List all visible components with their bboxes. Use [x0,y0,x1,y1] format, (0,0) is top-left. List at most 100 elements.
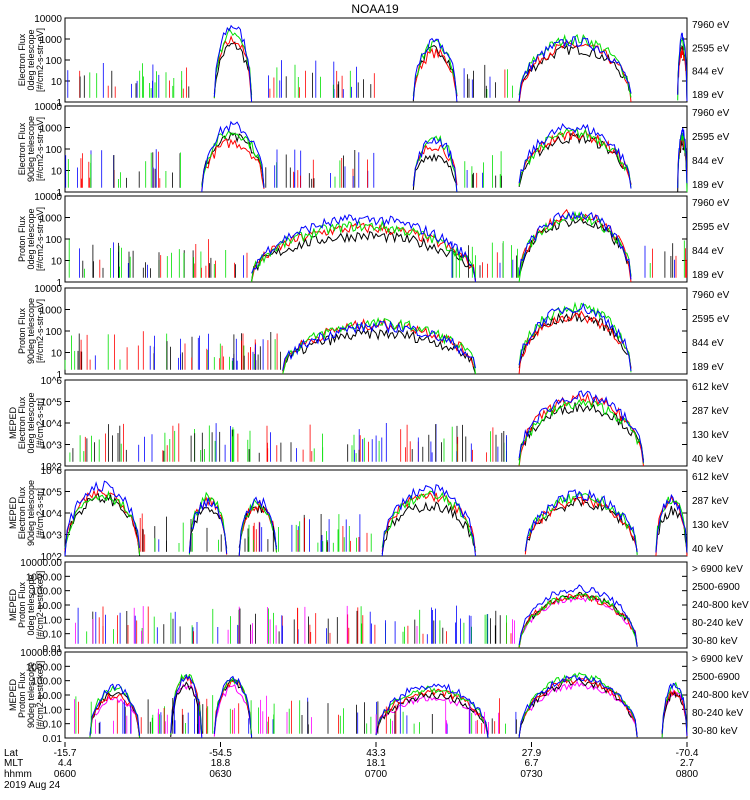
legend-entry: 189 eV [692,362,724,373]
ylabel-line: [#/cm2-s-str-keV] [35,571,45,640]
series-line [518,40,632,103]
ytick-label: 10^3 [41,531,63,542]
ytick-label: 100 [45,56,62,67]
ylabel-line: 0deg telescope [26,208,36,269]
ylabel-line: Electron Flux [17,33,27,86]
legend-entry: 2595 eV [692,132,730,143]
series-line [213,24,253,103]
xtick-mlt: 6.7 [525,758,539,769]
legend-entry: 189 eV [692,270,724,281]
legend-entry: 2500-6900 [692,672,740,683]
panel-frame [64,469,688,557]
ytick-label: 10 [51,167,63,178]
series-line [89,691,141,739]
series-line [64,490,141,556]
ytick-label: 10000 [34,102,62,113]
series-line [412,153,458,190]
panel-8: 0.01 0.10 1.00 10.00 100.00 1000.00 10000.00 ME… [8,648,749,745]
ylabel-line: Electron Flux [17,396,27,449]
series-line [518,676,638,739]
series-line [213,27,253,99]
ytick-label: 10000.00 [20,648,62,659]
ytick-label: 10 [51,349,63,360]
legend-entry: 7960 eV [692,290,730,301]
ytick-label: 10000 [34,14,62,25]
legend-entry: 80-240 keV [692,708,743,719]
ytick-label: 0.10 [43,720,63,731]
ytick-label: 100 [45,235,62,246]
ytick-label: 1000.00 [26,662,63,673]
ytick-label: 1 [56,370,62,381]
series-line [213,35,253,101]
series-line [518,592,638,649]
panel-3: 1 10 100 1000 10000 Proton Flux 0deg telescope… [17,192,730,289]
xtick-hhmm: 0600 [54,769,77,780]
xtick-hhmm: 0700 [365,769,388,780]
ylabel-line: 90deg telescope [26,480,36,546]
series-line [518,123,632,189]
legend-entry: 844 eV [692,156,724,167]
ytick-label: 10.00 [37,691,62,702]
ytick-label: 10.00 [37,601,62,612]
legend-entry: 30-80 keV [692,726,738,737]
series-line [518,302,632,372]
xtick-lat: -15.7 [54,748,77,759]
series-line [655,496,688,553]
series-line [518,310,632,369]
ytick-label: 10^5 [41,398,63,409]
ytick-label: 10^4 [41,509,63,520]
ytick-label: 0.01 [43,644,63,655]
series-line [375,683,489,738]
series-line [381,484,476,557]
series-line [655,493,688,553]
legend-entry: 240-800 keV [692,600,749,611]
ylabel-line: [#/cm2-s-str-eV] [35,117,45,181]
xaxis-row-label: MLT [4,758,23,769]
series-line [524,497,638,554]
xtick-hhmm: 0800 [676,769,699,780]
ytick-label: 100.00 [31,677,62,688]
ylabel-line: [#/cm2-s-str] [35,398,45,448]
ytick-label: 0.01 [43,734,63,745]
legend-entry: 30-80 keV [692,636,738,647]
series-line [381,491,476,553]
series-line [170,681,203,738]
ytick-label: 1000 [40,214,63,225]
ylabel-line: Proton Flux [17,671,27,718]
series-line [677,127,688,188]
xtick-lat: 43.3 [366,748,386,759]
xtick-mlt: 18.8 [211,758,231,769]
legend-entry: 287 keV [692,496,729,507]
series-line [518,674,638,738]
ylabel-line: 90deg telescope [26,298,36,364]
legend-entry: 189 eV [692,180,724,191]
legend-entry: 2595 eV [692,314,730,325]
ylabel-line: [#/cm2-s-str-eV] [35,28,45,92]
series-line [412,135,458,193]
panels: 1 10 100 1000 10000 Electron Flux 0deg telesco… [8,14,749,745]
ytick-label: 10^6 [41,466,63,477]
series-line [381,490,476,552]
series-line [518,127,632,188]
series-line [89,696,141,739]
ytick-label: 1 [56,98,62,109]
legend-entry: 844 eV [692,67,724,78]
series-line [89,683,141,736]
series-line [213,675,253,738]
ylabel-line: 0deg telescope [26,574,36,635]
series-line [518,210,632,280]
xtick-lat: -54.5 [209,748,232,759]
ytick-label: 1 [56,278,62,289]
ytick-label: 1.00 [43,615,63,626]
panel-1: 1 10 100 1000 10000 Electron Flux 0deg telesco… [17,14,730,109]
ylabel-line: [#/cm2-s-str-eV] [35,299,45,363]
ylabel-line: Electron Flux [17,486,27,539]
ylabel-line: MEPED [8,589,18,622]
xtick-lat: 27.9 [522,748,542,759]
series-line [251,214,476,283]
ytick-label: 10^4 [41,419,63,430]
ylabel-line: 90deg telescope [26,116,36,182]
series-line [677,32,688,102]
xtick-mlt: 2.7 [680,758,694,769]
